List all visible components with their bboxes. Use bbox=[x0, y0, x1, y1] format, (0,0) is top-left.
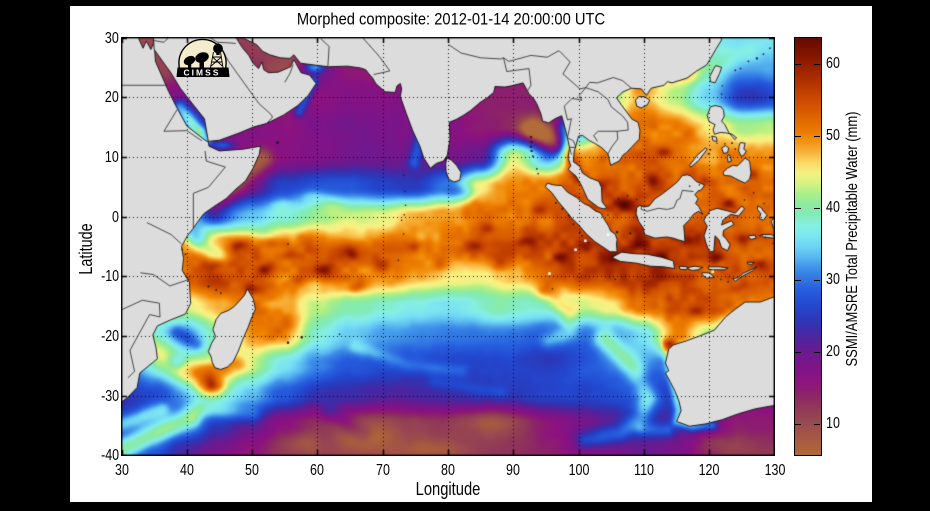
svg-text:CIMSS: CIMSS bbox=[183, 67, 220, 77]
